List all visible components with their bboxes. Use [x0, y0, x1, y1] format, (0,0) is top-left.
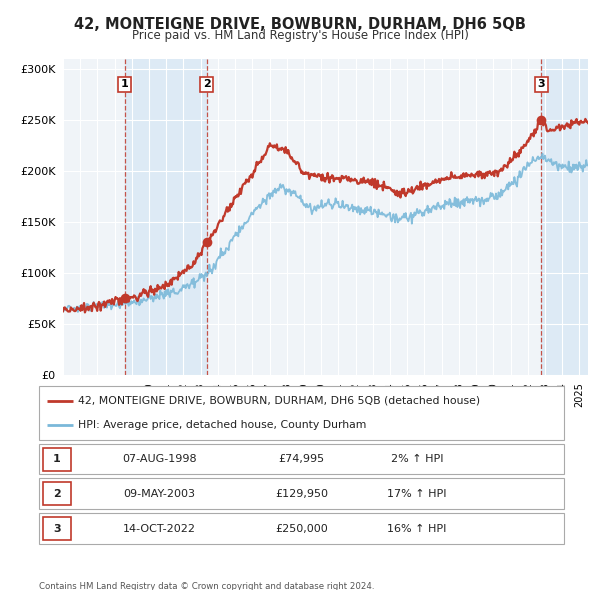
Text: 14-OCT-2022: 14-OCT-2022 [123, 524, 196, 533]
FancyBboxPatch shape [39, 386, 564, 440]
Text: 1: 1 [121, 80, 128, 90]
FancyBboxPatch shape [43, 483, 71, 505]
Text: HPI: Average price, detached house, County Durham: HPI: Average price, detached house, Coun… [79, 420, 367, 430]
FancyBboxPatch shape [43, 448, 71, 471]
FancyBboxPatch shape [39, 478, 564, 509]
Text: 17% ↑ HPI: 17% ↑ HPI [387, 489, 447, 499]
Text: £129,950: £129,950 [275, 489, 328, 499]
Text: 1: 1 [53, 454, 61, 464]
Text: 09-MAY-2003: 09-MAY-2003 [124, 489, 196, 499]
Text: 16% ↑ HPI: 16% ↑ HPI [388, 524, 446, 533]
Text: 2: 2 [53, 489, 61, 499]
FancyBboxPatch shape [39, 444, 564, 474]
Text: 2: 2 [203, 80, 211, 90]
Text: 3: 3 [53, 524, 61, 533]
Bar [125, 59, 207, 375]
Text: £250,000: £250,000 [275, 524, 328, 533]
Text: Contains HM Land Registry data © Crown copyright and database right 2024.: Contains HM Land Registry data © Crown c… [39, 582, 374, 590]
FancyBboxPatch shape [43, 517, 71, 540]
Text: Price paid vs. HM Land Registry's House Price Index (HPI): Price paid vs. HM Land Registry's House … [131, 30, 469, 42]
Bar [541, 59, 588, 375]
Text: £74,995: £74,995 [278, 454, 325, 464]
Text: 42, MONTEIGNE DRIVE, BOWBURN, DURHAM, DH6 5QB (detached house): 42, MONTEIGNE DRIVE, BOWBURN, DURHAM, DH… [79, 396, 481, 406]
Text: 2% ↑ HPI: 2% ↑ HPI [391, 454, 443, 464]
Text: 07-AUG-1998: 07-AUG-1998 [122, 454, 197, 464]
Text: 3: 3 [538, 80, 545, 90]
FancyBboxPatch shape [39, 513, 564, 544]
Text: 42, MONTEIGNE DRIVE, BOWBURN, DURHAM, DH6 5QB: 42, MONTEIGNE DRIVE, BOWBURN, DURHAM, DH… [74, 17, 526, 31]
